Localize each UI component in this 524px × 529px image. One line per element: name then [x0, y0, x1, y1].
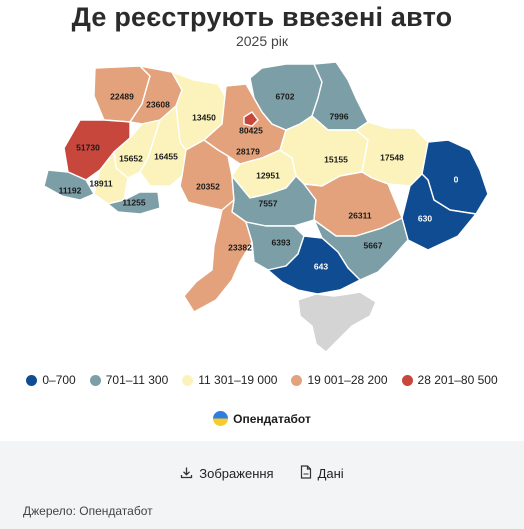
region-ivano-frankivsk[interactable] — [93, 151, 129, 205]
region-value-odesa: 23382 — [228, 242, 252, 252]
region-value-kherson: 643 — [314, 261, 328, 271]
brand-logo-block[interactable]: Опендатабот — [0, 411, 524, 426]
region-value-lviv: 51730 — [76, 142, 100, 152]
region-value-kyiv-oblast: 28179 — [236, 146, 260, 156]
region-value-donetsk: 630 — [418, 213, 432, 223]
region-kyiv-city[interactable] — [243, 111, 259, 127]
region-value-chernivtsi: 11255 — [122, 197, 145, 207]
opendatabot-logo-icon — [213, 411, 229, 426]
legend-swatch-1 — [89, 374, 101, 386]
legend-label-2: 11 301–19 000 — [198, 373, 278, 387]
legend-swatch-2 — [182, 374, 194, 386]
region-value-kyiv-city: 80425 — [239, 125, 263, 135]
legend-item-4: 28 201–80 500 — [401, 373, 498, 387]
region-value-dnipropetrovsk: 26311 — [348, 210, 371, 220]
region-value-cherkasy: 12951 — [256, 170, 280, 180]
region-value-zhytomyr: 13450 — [192, 112, 216, 122]
region-value-mykolaiv: 6393 — [272, 237, 291, 247]
legend-swatch-4 — [401, 374, 413, 386]
legend-swatch-0 — [26, 374, 38, 386]
region-value-sumy: 7996 — [330, 111, 349, 121]
region-value-luhansk: 0 — [454, 174, 459, 184]
download-data-button[interactable]: Дані — [300, 465, 344, 482]
region-value-ivano-frankivsk: 18911 — [89, 178, 112, 188]
legend-swatch-3 — [291, 374, 303, 386]
footer-actions: Зображення Дані — [0, 465, 524, 482]
region-value-volyn: 22489 — [110, 91, 134, 101]
region-value-rivne: 23608 — [146, 99, 170, 109]
brand-name: Опендатабот — [233, 411, 311, 426]
region-value-ternopil: 15652 — [119, 153, 143, 163]
legend: 0–700 701–11 300 11 301–19 000 19 001–28… — [0, 373, 524, 387]
csv-file-icon — [300, 465, 312, 482]
region-value-kharkiv: 17548 — [380, 152, 404, 162]
region-chernivtsi[interactable] — [107, 191, 161, 215]
legend-label-3: 19 001–28 200 — [307, 373, 388, 387]
chart-subtitle: 2025 рік — [235, 33, 289, 49]
region-value-poltava: 15155 — [324, 154, 348, 164]
region-zakarpattia[interactable] — [43, 169, 95, 201]
download-image-button[interactable]: Зображення — [180, 465, 274, 482]
chart-title: Де реєструють ввезені авто — [71, 2, 453, 32]
legend-label-4: 28 201–80 500 — [417, 373, 498, 387]
legend-item-3: 19 001–28 200 — [291, 373, 388, 387]
region-odesa[interactable] — [183, 199, 253, 313]
download-data-label: Дані — [317, 466, 344, 481]
legend-label-0: 0–700 — [42, 373, 76, 387]
footer: Зображення Дані Джерело: Опендатабот — [0, 441, 524, 529]
region-value-chernihiv: 6702 — [276, 91, 295, 101]
ukraine-map: 22489 23608 13450 28179 80425 6702 7996 51730 15… — [43, 61, 489, 353]
region-khmelnytskyi[interactable] — [139, 105, 187, 187]
source-note: Джерело: Опендатабот — [23, 504, 153, 518]
legend-label-1: 701–11 300 — [105, 373, 169, 387]
region-value-khmelnytskyi: 16455 — [154, 151, 178, 161]
region-value-zaporizhzhia: 5667 — [364, 240, 383, 250]
legend-item-1: 701–11 300 — [89, 373, 169, 387]
region-value-vinnytsia: 20352 — [196, 181, 220, 191]
legend-item-2: 11 301–19 000 — [182, 373, 277, 387]
region-value-zakarpattia: 11192 — [59, 185, 82, 195]
download-icon — [180, 466, 193, 482]
region-crimea[interactable] — [297, 291, 377, 353]
region-value-kirovohrad: 7557 — [259, 198, 278, 208]
region-donetsk[interactable] — [401, 173, 477, 251]
legend-item-0: 0–700 — [26, 373, 76, 387]
download-image-label: Зображення — [199, 466, 274, 481]
